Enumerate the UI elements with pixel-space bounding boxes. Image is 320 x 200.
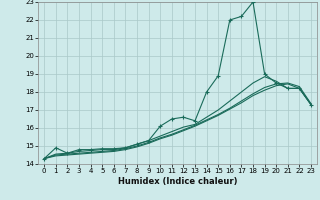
X-axis label: Humidex (Indice chaleur): Humidex (Indice chaleur) <box>118 177 237 186</box>
